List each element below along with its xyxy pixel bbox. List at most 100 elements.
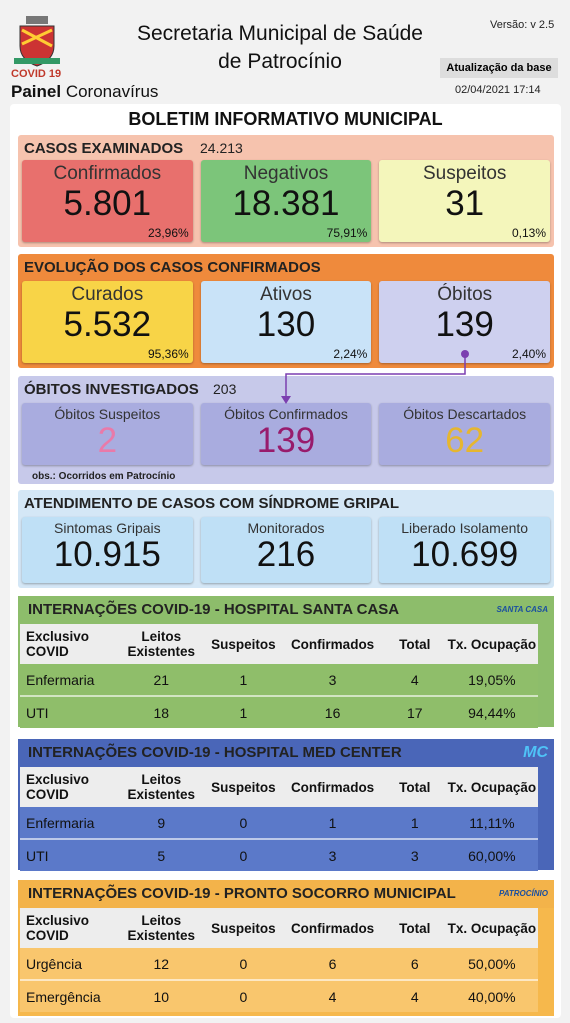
card-value: 18.381 xyxy=(232,184,340,223)
panel-label: Painel Coronavírus xyxy=(11,82,158,102)
card-label: Confirmados xyxy=(53,163,162,184)
table-row: UTI 5 0 3 3 60,00% xyxy=(20,839,538,871)
table-title: INTERNAÇÕES COVID-19 - HOSPITAL SANTA CA… xyxy=(28,601,400,618)
card: Óbitos 139 2,40% xyxy=(379,281,551,363)
card-percent: 0,13% xyxy=(511,226,547,240)
card: Liberado Isolamento 10.699 xyxy=(379,517,551,583)
update-label: Atualização da base xyxy=(440,58,558,78)
card: Suspeitos 31 0,13% xyxy=(379,160,551,242)
table-cell: 6 xyxy=(328,955,337,972)
card-percent: 75,91% xyxy=(326,226,368,240)
card-value: 2 xyxy=(97,421,118,460)
column-header: Leitos Existentes xyxy=(117,767,206,807)
update-date: 02/04/2021 17:14 xyxy=(455,84,541,96)
table-cell: Emergência xyxy=(26,988,101,1005)
column-header: Exclusivo COVID xyxy=(20,767,118,807)
hospital-logo: MC xyxy=(523,744,548,761)
table-cell: 0 xyxy=(239,847,248,864)
card-percent: 23,96% xyxy=(147,226,189,240)
hospital-table: INTERNAÇÕES COVID-19 - HOSPITAL SANTA CA… xyxy=(18,596,554,728)
section-title: ATENDIMENTO DE CASOS COM SÍNDROME GRIPAL xyxy=(24,495,400,512)
card: Óbitos Descartados 62 xyxy=(379,403,551,465)
table-cell: 0 xyxy=(239,988,248,1005)
table-cell: 16 xyxy=(324,704,341,721)
hospital-table: INTERNAÇÕES COVID-19 - HOSPITAL MED CENT… xyxy=(18,739,554,871)
table: Exclusivo COVID Leitos Existentes Suspeito… xyxy=(20,767,538,871)
card-label: Suspeitos xyxy=(422,163,507,184)
card-label: Ativos xyxy=(260,284,312,305)
table-cell: 11,11% xyxy=(469,814,515,831)
column-header: Total xyxy=(383,908,446,948)
table-cell: UTI xyxy=(26,704,49,721)
table-row: Urgência 12 0 6 6 50,00% xyxy=(20,948,538,980)
table-cell: 17 xyxy=(406,704,423,721)
card-label: Óbitos xyxy=(437,284,493,305)
examined-section: CASOS EXAMINADOS 24.213 Confirmados 5.801 23… xyxy=(18,135,554,247)
table-row: Emergência 10 0 4 4 40,00% xyxy=(20,980,538,1012)
table-cell: Enfermaria xyxy=(26,814,95,831)
panel-rest: Coronavírus xyxy=(65,82,159,101)
column-header: Tx. Ocupação xyxy=(445,767,538,807)
table-cell: 1 xyxy=(410,814,419,831)
section-title: CASOS EXAMINADOS xyxy=(24,140,184,157)
table-title-band: INTERNAÇÕES COVID-19 - HOSPITAL SANTA CA… xyxy=(18,596,554,624)
card: Óbitos Suspeitos 2 xyxy=(22,403,193,465)
table-cell: 0 xyxy=(239,814,248,831)
column-header: Exclusivo COVID xyxy=(20,624,118,664)
card: Confirmados 5.801 23,96% xyxy=(22,160,193,242)
card-value: 10.699 xyxy=(411,535,519,574)
hospital-logo: PATROCÍNIO xyxy=(498,889,548,898)
card-label: Curados xyxy=(71,284,144,305)
card-row: Confirmados 5.801 23,96% Negativos 18.381 75,… xyxy=(22,160,551,242)
column-header: Leitos Existentes xyxy=(117,908,206,948)
card-value: 5.801 xyxy=(63,184,152,223)
card: Curados 5.532 95,36% xyxy=(22,281,193,363)
card-value: 130 xyxy=(256,305,316,344)
card-label: Liberado Isolamento xyxy=(401,520,529,536)
card-row: Curados 5.532 95,36% Ativos 130 2,24% Óbitos 13… xyxy=(22,281,551,363)
table-title: INTERNAÇÕES COVID-19 - PRONTO SOCORRO MU… xyxy=(28,885,456,902)
table-cell: 4 xyxy=(410,671,419,688)
card: Monitorados 216 xyxy=(200,517,372,583)
card-label: Negativos xyxy=(243,163,329,184)
card: Óbitos Confirmados 139 xyxy=(200,403,372,465)
column-header: Tx. Ocupação xyxy=(445,908,538,948)
table: Exclusivo COVID Leitos Existentes Suspeito… xyxy=(20,624,538,728)
panel-bold: Painel xyxy=(11,82,62,101)
table-cell: 4 xyxy=(410,988,419,1005)
card-label: Óbitos Suspeitos xyxy=(54,406,161,422)
section-total: 203 xyxy=(213,381,237,397)
card-value: 139 xyxy=(256,421,316,460)
table-cell: 6 xyxy=(410,955,419,972)
connector xyxy=(281,350,469,404)
table-title-band: INTERNAÇÕES COVID-19 - HOSPITAL MED CENT… xyxy=(18,739,554,767)
column-header: Suspeitos xyxy=(205,624,282,664)
card-label: Óbitos Confirmados xyxy=(224,406,348,422)
coat-of-arms xyxy=(14,16,60,67)
column-header: Confirmados xyxy=(281,908,384,948)
card-percent: 2,24% xyxy=(333,347,368,361)
table-cell: 5 xyxy=(157,847,166,864)
card-value: 62 xyxy=(445,421,485,460)
table-cell: 3 xyxy=(328,847,337,864)
card-label: Sintomas Gripais xyxy=(54,520,161,536)
table-cell: 60,00% xyxy=(468,847,516,864)
column-header: Confirmados xyxy=(281,767,384,807)
column-header: Suspeitos xyxy=(205,767,282,807)
section-title: ÓBITOS INVESTIGADOS xyxy=(24,381,199,398)
card-percent: 95,36% xyxy=(147,347,189,361)
card-label: Monitorados xyxy=(247,520,325,536)
table-cell: 40,00% xyxy=(468,988,516,1005)
table-cell: 1 xyxy=(239,671,248,688)
table-cell: 50,00% xyxy=(468,955,516,972)
hospital-table: INTERNAÇÕES COVID-19 - PRONTO SOCORRO MU… xyxy=(18,880,554,1016)
column-header: Exclusivo COVID xyxy=(20,908,118,948)
header-row: Exclusivo COVID Leitos Existentes Suspeito… xyxy=(20,908,538,948)
table-row: UTI 18 1 16 17 94,44% xyxy=(20,696,538,728)
card-value: 5.532 xyxy=(63,305,152,344)
table-cell: 12 xyxy=(153,955,170,972)
card-value: 139 xyxy=(435,305,494,344)
card-label: Óbitos Descartados xyxy=(403,406,527,422)
card-percent: 2,40% xyxy=(511,347,547,361)
